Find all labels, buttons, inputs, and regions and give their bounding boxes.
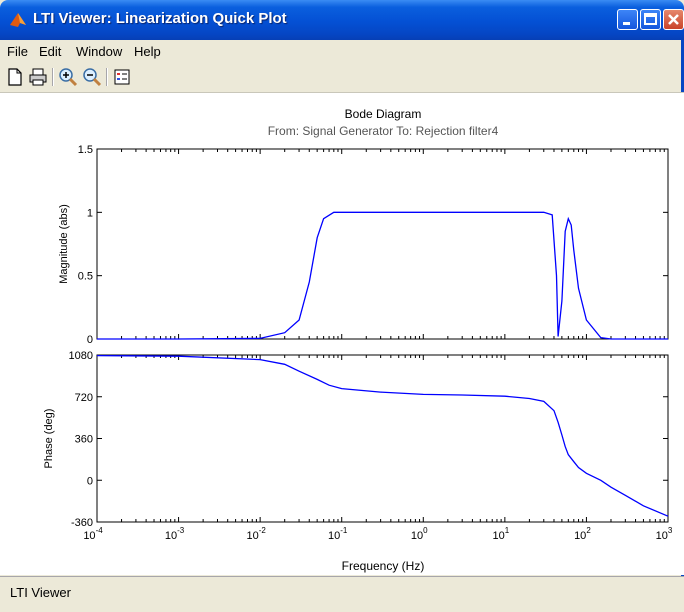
magnitude-y-tick-label: 0.5 — [78, 271, 93, 283]
zoom-out-button[interactable] — [82, 67, 102, 87]
x-tick-label: 101 — [493, 526, 510, 542]
menu-edit[interactable]: Edit — [39, 44, 62, 59]
menu-window[interactable]: Window — [76, 44, 123, 59]
zoom-out-icon — [83, 68, 102, 87]
new-button[interactable] — [5, 67, 25, 87]
print-button[interactable] — [28, 67, 48, 87]
phase-y-tick-label: 720 — [75, 392, 93, 404]
x-axis-label: Frequency (Hz) — [342, 559, 425, 573]
print-icon — [29, 68, 47, 86]
new-document-icon — [8, 68, 22, 86]
toolbar-separator — [52, 68, 54, 86]
legend-icon — [114, 69, 130, 85]
window-title: LTI Viewer: Linearization Quick Plot — [33, 10, 287, 27]
chart-subtitle: From: Signal Generator To: Rejection fil… — [268, 124, 499, 138]
maximize-button[interactable] — [640, 9, 661, 30]
x-tick-label: 10-1 — [328, 526, 348, 542]
magnitude-series-line — [97, 211, 668, 340]
legend-button[interactable] — [112, 67, 132, 87]
menu-bar: File Edit Window Help — [0, 40, 684, 62]
zoom-in-icon — [59, 68, 78, 87]
x-tick-label: 10-3 — [165, 526, 185, 542]
title-bar[interactable]: LTI Viewer: Linearization Quick Plot — [0, 0, 684, 40]
menu-file[interactable]: File — [7, 44, 28, 59]
phase-y-axis-label: Phase (deg) — [43, 409, 55, 469]
bode-diagram[interactable]: Bode Diagram From: Signal Generator To: … — [0, 93, 684, 575]
x-tick-label: 102 — [574, 526, 591, 542]
phase-series-line — [96, 354, 669, 517]
x-tick-label: 10-2 — [246, 526, 266, 542]
magnitude-y-axis-label: Magnitude (abs) — [58, 204, 70, 284]
toolbar-separator — [106, 68, 108, 86]
x-tick-label: 100 — [411, 526, 428, 542]
phase-y-tick-label: 0 — [87, 475, 93, 487]
maximize-icon — [644, 13, 657, 25]
magnitude-y-tick-label: 1.5 — [78, 144, 93, 156]
phase-y-tick-label: 1080 — [69, 350, 93, 362]
matlab-icon — [10, 13, 26, 27]
toolbar — [0, 64, 684, 93]
phase-y-tick-label: 360 — [75, 434, 93, 446]
magnitude-axes-box — [96, 148, 669, 340]
magnitude-y-tick-label: 0 — [87, 334, 93, 346]
minimize-icon — [623, 22, 630, 25]
status-bar: LTI Viewer — [0, 576, 684, 612]
close-icon — [668, 14, 679, 25]
minimize-button[interactable] — [617, 9, 638, 30]
menu-help[interactable]: Help — [134, 44, 161, 59]
x-tick-label: 103 — [656, 526, 673, 542]
status-text: LTI Viewer — [10, 585, 71, 600]
phase-y-tick-label: -360 — [71, 517, 93, 529]
plot-area[interactable]: Bode Diagram From: Signal Generator To: … — [0, 93, 684, 575]
chart-title: Bode Diagram — [345, 107, 422, 121]
close-button[interactable] — [663, 9, 684, 30]
zoom-in-button[interactable] — [58, 67, 78, 87]
phase-axes-box — [96, 354, 669, 523]
magnitude-y-tick-label: 1 — [87, 207, 93, 219]
